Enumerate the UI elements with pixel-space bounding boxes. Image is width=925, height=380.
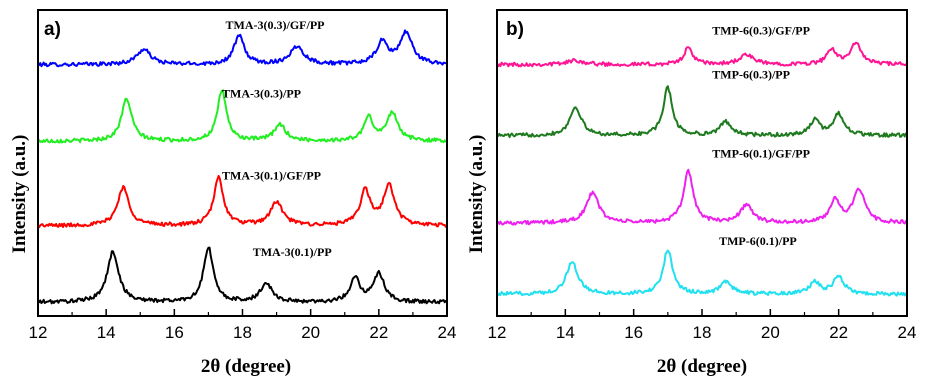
series-line-a-1 xyxy=(37,89,448,144)
series-labels-a: TMA-3(0.3)/GF/PP TMA-3(0.3)/PP TMA-3(0.1)/… xyxy=(222,18,332,259)
x-axis-title-a: 2θ (degree) xyxy=(201,356,291,377)
x-tick-label-b-3: 18 xyxy=(693,323,712,342)
series-label-a-1: TMA-3(0.3)/PP xyxy=(222,86,301,100)
x-tick-label-b-5: 22 xyxy=(829,323,848,342)
series-label-b-2: TMP-6(0.1)/GF/PP xyxy=(712,147,810,161)
x-tick-label-b-2: 16 xyxy=(624,323,643,342)
x-tick-label-a-5: 22 xyxy=(369,323,388,342)
x-ticks-b: 12 14 16 18 20 22 24 xyxy=(488,309,917,342)
series-group-b xyxy=(496,41,908,297)
x-tick-label-a-2: 16 xyxy=(165,323,184,342)
x-tick-label-a-1: 14 xyxy=(97,323,116,342)
x-axis-title-b: 2θ (degree) xyxy=(657,356,747,377)
x-tick-label-b-1: 14 xyxy=(556,323,575,342)
series-label-a-2: TMA-3(0.1)/GF/PP xyxy=(222,168,321,182)
x-tick-label-a-6: 24 xyxy=(438,323,457,342)
series-line-b-0 xyxy=(496,41,908,68)
series-labels-b: TMP-6(0.3)/GF/PP TMP-6(0.3)/PP TMP-6(0.1)/… xyxy=(712,24,810,248)
panel-label-b: b) xyxy=(506,19,524,40)
x-tick-label-a-4: 20 xyxy=(301,323,320,342)
x-ticks-a: 12 14 16 18 20 22 24 xyxy=(29,309,457,342)
x-tick-label-a-0: 12 xyxy=(29,323,48,342)
x-tick-label-b-4: 20 xyxy=(761,323,780,342)
x-tick-label-b-0: 12 xyxy=(488,323,507,342)
series-label-a-3: TMA-3(0.1)/PP xyxy=(253,245,332,259)
panel-a: a) Intensity (a.u.) 2θ (degree) TMA-3(0.… xyxy=(9,9,457,377)
y-axis-title-b: Intensity (a.u.) xyxy=(466,135,487,254)
y-axis-title-a: Intensity (a.u.) xyxy=(9,135,30,254)
panel-b: b) Intensity (a.u.) 2θ (degree) TMP-6(0.… xyxy=(466,9,917,377)
series-line-a-2 xyxy=(37,174,448,229)
panel-label-a: a) xyxy=(44,19,61,40)
series-label-b-0: TMP-6(0.3)/GF/PP xyxy=(712,24,810,38)
series-line-a-3 xyxy=(37,246,448,305)
series-group-a xyxy=(37,29,448,305)
x-tick-label-a-3: 18 xyxy=(233,323,252,342)
series-line-a-0 xyxy=(37,29,448,68)
series-label-a-0: TMA-3(0.3)/GF/PP xyxy=(226,18,325,32)
x-tick-label-b-6: 24 xyxy=(898,323,917,342)
series-line-b-3 xyxy=(496,249,908,297)
series-label-b-1: TMP-6(0.3)/PP xyxy=(712,67,790,81)
series-label-b-3: TMP-6(0.1)/PP xyxy=(719,234,797,248)
series-line-b-1 xyxy=(496,85,908,139)
plot-frame-a xyxy=(37,9,448,317)
series-line-b-2 xyxy=(496,168,908,226)
